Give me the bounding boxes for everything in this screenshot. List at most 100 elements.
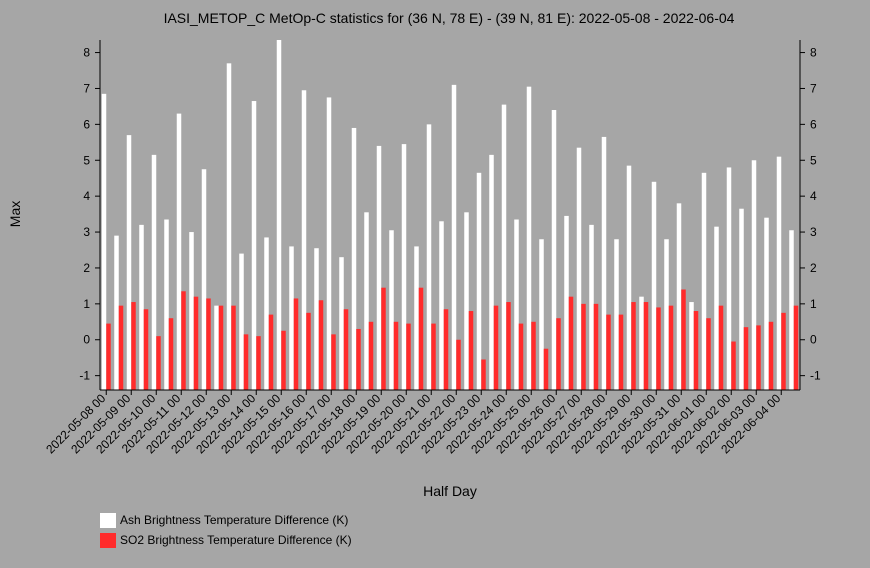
y-tick-label-right-6: 6 bbox=[810, 117, 817, 131]
y-tick-label-right-2: 2 bbox=[810, 261, 817, 275]
ash-bar-23 bbox=[389, 230, 394, 390]
y-tick-label-right-3: 3 bbox=[810, 225, 817, 239]
y-tick-label-left-0: 0 bbox=[83, 333, 90, 347]
so2-bar-20 bbox=[356, 328, 361, 390]
so2-bar-14 bbox=[281, 330, 286, 390]
y-tick-label-right--1: -1 bbox=[810, 369, 821, 383]
so2-bar-2 bbox=[131, 302, 136, 390]
ash-bar-4 bbox=[151, 154, 157, 390]
bars-group bbox=[101, 40, 799, 391]
ash-bar-7 bbox=[189, 232, 194, 390]
ash-bar-19 bbox=[339, 257, 344, 390]
ash-bar-40 bbox=[601, 136, 607, 390]
legend-swatch-so2 bbox=[100, 533, 116, 548]
ash-bar-50 bbox=[726, 167, 732, 390]
so2-bar-8 bbox=[206, 298, 211, 390]
so2-bar-6 bbox=[181, 291, 186, 390]
so2-bar-34 bbox=[531, 321, 536, 390]
y-tick-label-left-3: 3 bbox=[83, 225, 90, 239]
ash-bar-55 bbox=[789, 230, 794, 390]
so2-bar-43 bbox=[643, 302, 649, 390]
so2-bar-55 bbox=[793, 305, 799, 390]
so2-bar-50 bbox=[731, 341, 736, 390]
ash-bar-39 bbox=[589, 224, 594, 390]
so2-bar-37 bbox=[568, 296, 574, 390]
legend: Ash Brightness Temperature Difference (K… bbox=[100, 513, 352, 548]
ash-bar-36 bbox=[551, 110, 557, 390]
so2-bar-49 bbox=[718, 305, 724, 390]
y-tick-label-left-7: 7 bbox=[83, 81, 90, 95]
y-tick-label-left-6: 6 bbox=[83, 117, 90, 131]
so2-bar-13 bbox=[268, 314, 274, 390]
so2-bar-15 bbox=[293, 298, 299, 390]
ash-bar-48 bbox=[701, 172, 707, 390]
ash-bar-17 bbox=[314, 248, 319, 390]
ash-bar-25 bbox=[414, 246, 419, 390]
so2-bar-46 bbox=[681, 289, 686, 390]
so2-bar-35 bbox=[543, 348, 549, 390]
so2-bar-22 bbox=[381, 287, 386, 390]
ash-bar-8 bbox=[201, 169, 207, 390]
y-axis-label: Max bbox=[7, 201, 23, 227]
ash-bar-22 bbox=[376, 145, 382, 390]
ash-bar-3 bbox=[139, 224, 144, 390]
so2-bar-3 bbox=[143, 309, 149, 390]
ash-bar-54 bbox=[776, 156, 782, 390]
ash-bar-51 bbox=[739, 208, 744, 390]
ash-bar-11 bbox=[239, 253, 244, 390]
so2-bar-18 bbox=[331, 334, 336, 390]
y-tick-label-right-8: 8 bbox=[810, 46, 817, 60]
y-tick-label-left-8: 8 bbox=[83, 46, 90, 60]
ash-bar-14 bbox=[276, 40, 282, 390]
ash-bar-32 bbox=[501, 104, 507, 391]
so2-bar-32 bbox=[506, 302, 511, 390]
ash-bar-18 bbox=[326, 97, 332, 390]
legend-swatch-ash bbox=[100, 513, 116, 528]
so2-bar-26 bbox=[431, 323, 436, 390]
ash-bar-31 bbox=[489, 154, 494, 390]
y-tick-label-left--1: -1 bbox=[79, 369, 90, 383]
ash-bar-10 bbox=[226, 63, 232, 390]
ash-bar-35 bbox=[539, 239, 544, 390]
so2-bar-16 bbox=[306, 312, 311, 390]
so2-bar-10 bbox=[231, 305, 236, 390]
so2-bar-30 bbox=[481, 359, 486, 390]
ash-bar-43 bbox=[639, 296, 644, 390]
so2-bar-24 bbox=[406, 323, 411, 390]
ash-bar-38 bbox=[576, 147, 582, 390]
so2-bar-0 bbox=[106, 323, 111, 390]
so2-bar-51 bbox=[743, 327, 749, 390]
ash-bar-15 bbox=[289, 246, 294, 390]
ash-bar-21 bbox=[364, 212, 369, 390]
so2-bar-52 bbox=[756, 325, 761, 390]
ash-bar-28 bbox=[451, 84, 457, 391]
ash-bar-44 bbox=[651, 181, 657, 390]
so2-bar-48 bbox=[706, 318, 711, 390]
ash-bar-27 bbox=[439, 221, 444, 390]
ash-bar-42 bbox=[626, 165, 632, 390]
so2-bar-33 bbox=[518, 323, 524, 390]
ash-bar-30 bbox=[476, 172, 482, 390]
y-tick-label-left-1: 1 bbox=[83, 297, 90, 311]
ash-bar-33 bbox=[514, 219, 519, 390]
ash-bar-2 bbox=[126, 135, 132, 390]
so2-bar-19 bbox=[343, 309, 349, 390]
so2-bar-11 bbox=[243, 334, 249, 390]
y-tick-label-left-4: 4 bbox=[83, 189, 90, 203]
so2-bar-53 bbox=[768, 321, 774, 390]
ash-bar-49 bbox=[714, 226, 719, 390]
y-tick-label-right-5: 5 bbox=[810, 153, 817, 167]
so2-bar-7 bbox=[193, 296, 199, 390]
so2-bar-29 bbox=[468, 311, 474, 390]
so2-bar-28 bbox=[456, 339, 461, 390]
ash-bar-41 bbox=[614, 239, 619, 390]
so2-bar-44 bbox=[656, 307, 661, 390]
ash-bar-46 bbox=[676, 203, 682, 390]
ash-bar-13 bbox=[264, 237, 269, 390]
legend-label-so2: SO2 Brightness Temperature Difference (K… bbox=[120, 533, 352, 547]
x-axis-label: Half Day bbox=[423, 483, 477, 499]
y-tick-label-right-0: 0 bbox=[810, 333, 817, 347]
y-tick-label-right-4: 4 bbox=[810, 189, 817, 203]
ash-bar-24 bbox=[401, 144, 407, 390]
